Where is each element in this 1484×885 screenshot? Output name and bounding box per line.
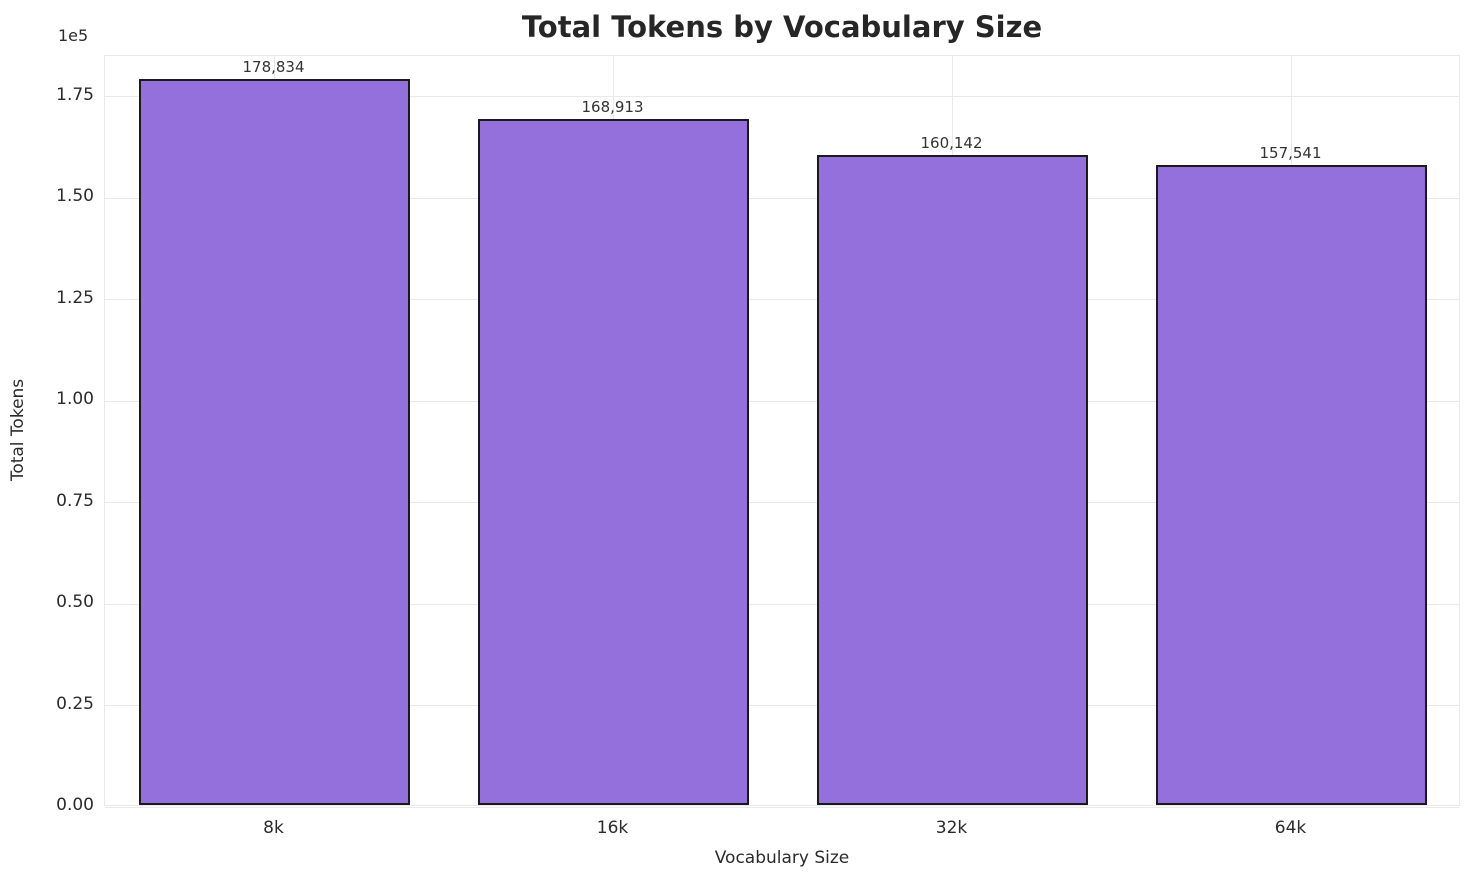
gridline-horizontal [105,299,1459,301]
y-tick-label: 0.50 [56,592,94,613]
y-tick-label: 0.75 [56,490,94,511]
y-axis-offset-text: 1e5 [58,26,89,45]
gridline-horizontal [105,806,1459,808]
x-tick-label: 8k [263,818,284,838]
gridline-horizontal [105,400,1459,402]
bar-value-label: 160,142 [920,133,983,152]
y-tick-label: 1.25 [56,287,94,308]
x-tick-label: 32k [935,818,968,838]
bar-8k [138,79,411,805]
gridline-horizontal [105,705,1459,706]
y-tick-label: 1.75 [56,84,94,105]
gridline-horizontal [105,96,1459,98]
y-axis-label: Total Tokens [8,378,28,482]
y-tick-label: 1.00 [56,389,94,410]
bar-32k [816,154,1089,805]
chart-title: Total Tokens by Vocabulary Size [521,10,1043,44]
y-tick-label: 0.00 [56,795,94,815]
bar-value-label: 157,541 [1259,144,1322,163]
bar-64k [1155,165,1428,805]
bar-value-label: 178,834 [242,58,305,77]
y-tick-label: 0.25 [56,693,94,714]
plot-area [104,55,1460,808]
bar-value-label: 168,913 [581,98,644,117]
gridline-horizontal [105,603,1459,605]
x-tick-label: 64k [1274,818,1307,838]
x-tick-label: 16k [596,818,629,838]
gridline-horizontal [105,502,1459,504]
bar-16k [477,119,750,805]
gridline-horizontal [105,197,1459,199]
y-tick-label: 1.50 [56,186,94,207]
x-axis-label: Vocabulary Size [714,848,850,868]
